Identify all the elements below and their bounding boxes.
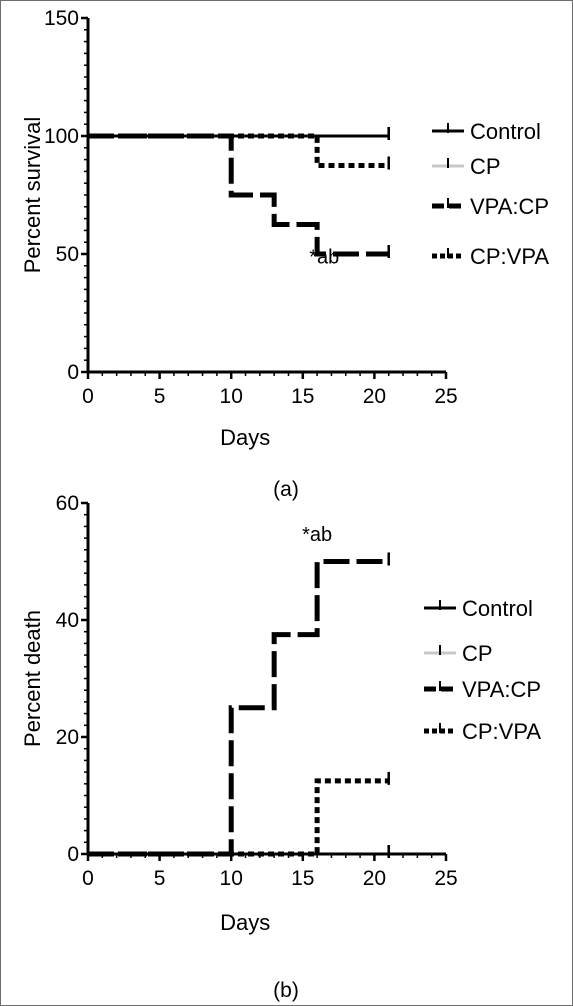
panel-a: 0 5 10 15 20 25 0 50 100 150 Percent survival Days *…	[20, 7, 549, 501]
series-line-cp-vpa	[88, 778, 389, 857]
legend-label: CP	[462, 641, 493, 666]
panel-b: 0 5 10 15 20 25 0 20 40 60 Percent death Days *ab (b)…	[20, 492, 541, 1002]
y-tick-label: 0	[67, 361, 79, 384]
legend-label: Control	[470, 119, 541, 144]
x-tick-label: 0	[82, 867, 94, 890]
y-tick-label: 60	[56, 492, 79, 515]
panel-label: (b)	[273, 979, 299, 1002]
x-tick-label: 10	[220, 385, 243, 408]
x-tick-label: 15	[291, 385, 314, 408]
x-tick-label: 15	[291, 867, 314, 890]
legend-label: VPA:CP	[462, 677, 541, 702]
legend-label: VPA:CP	[470, 194, 549, 219]
y-tick-label: 40	[56, 609, 79, 632]
legend-label: CP	[470, 154, 501, 179]
significance-annotation: *ab	[302, 524, 332, 546]
legend-label: Control	[462, 596, 533, 621]
y-tick-label: 20	[56, 726, 79, 749]
y-tick-label: 150	[44, 7, 79, 30]
y-tick-label: 50	[56, 243, 79, 266]
x-tick-label: 10	[220, 867, 243, 890]
significance-annotation: *ab	[309, 246, 339, 268]
x-tick-label: 20	[363, 385, 386, 408]
x-axis-title: Days	[220, 425, 270, 450]
x-tick-label: 25	[434, 385, 457, 408]
y-tick-label: 100	[44, 125, 79, 148]
x-axis-title: Days	[220, 910, 270, 935]
x-tick-label: 20	[363, 867, 386, 890]
x-tick-label: 5	[154, 867, 166, 890]
x-tick-label: 0	[82, 385, 94, 408]
series-line-cp-vpa	[88, 133, 389, 168]
x-tick-label: 25	[434, 867, 457, 890]
y-axis-title: Percent death	[20, 610, 45, 747]
legend: Control CP VPA:CP CP:VPA	[432, 119, 549, 269]
x-tick-label: 5	[154, 385, 166, 408]
panel-label: (a)	[273, 478, 299, 501]
series-line-vpa-cp	[88, 133, 389, 257]
legend-label: CP:VPA	[470, 244, 549, 269]
y-tick-label: 0	[67, 843, 79, 866]
y-axis-title: Percent survival	[20, 117, 45, 274]
legend: Control CP VPA:CP CP:VPA	[424, 596, 541, 744]
series-line-vpa-cp	[88, 559, 389, 857]
legend-label: CP:VPA	[462, 719, 541, 744]
